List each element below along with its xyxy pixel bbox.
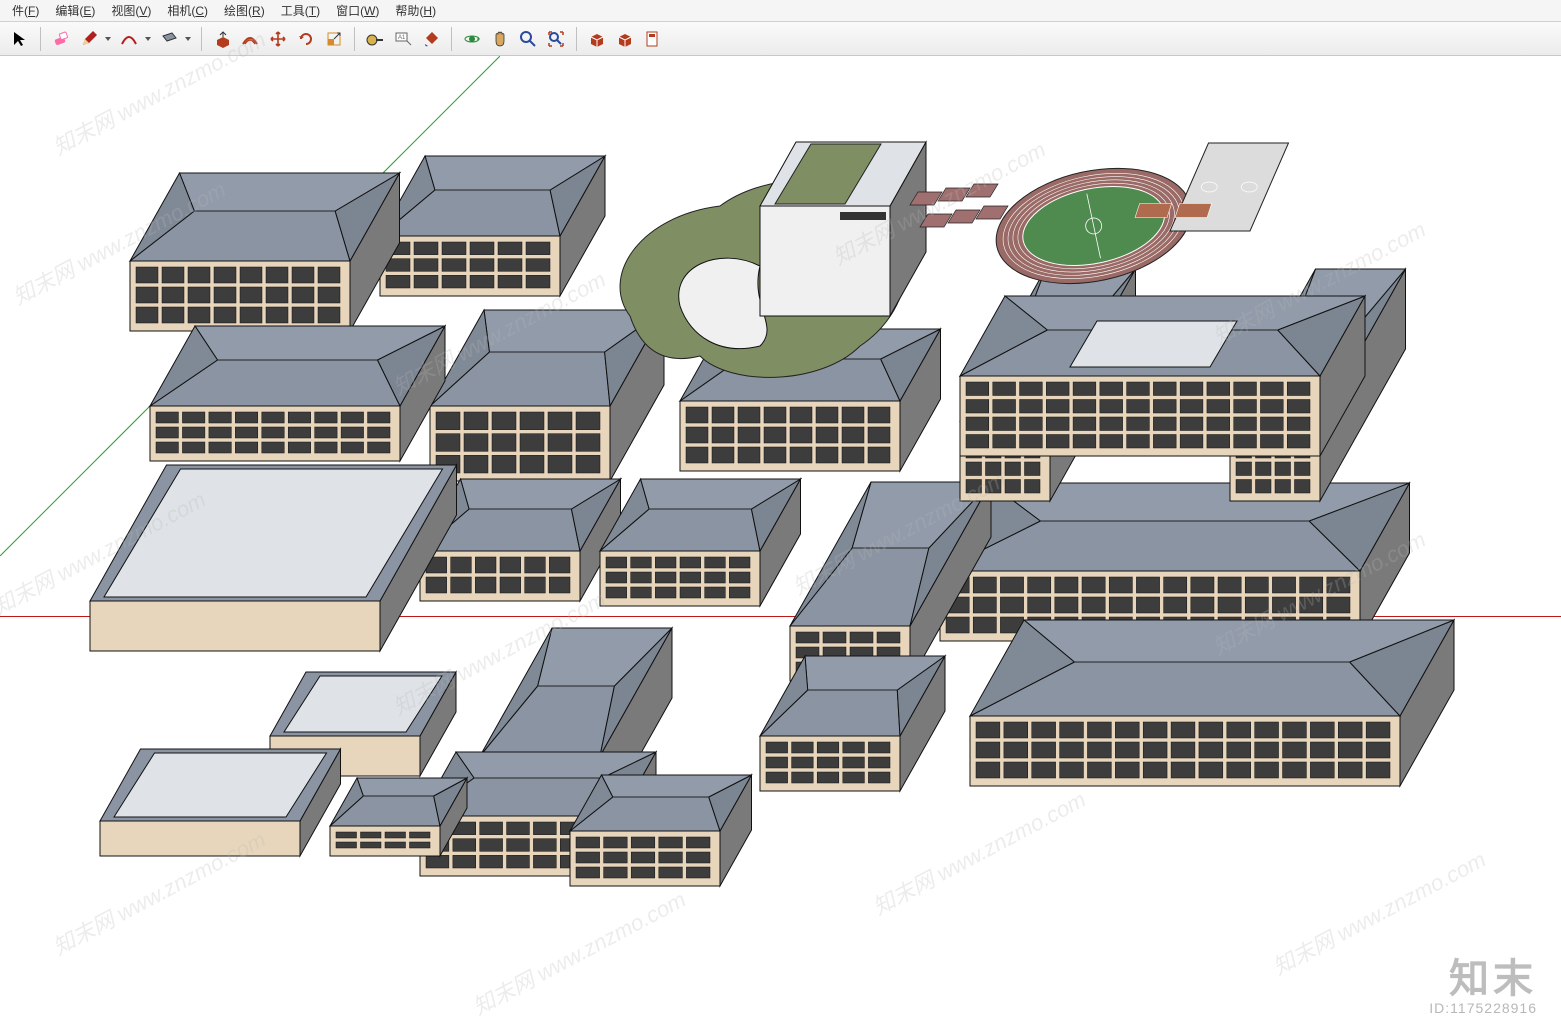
menu-w[interactable]: 窗口(W) bbox=[328, 0, 387, 21]
pushpull-tool[interactable] bbox=[210, 27, 234, 51]
tennis-court bbox=[966, 184, 998, 197]
scale-tool[interactable] bbox=[322, 27, 346, 51]
pan-tool[interactable] bbox=[488, 27, 512, 51]
zoom-extents-tool[interactable] bbox=[544, 27, 568, 51]
eraser-tool[interactable] bbox=[49, 27, 73, 51]
menu-h[interactable]: 帮助(H) bbox=[387, 0, 444, 21]
menu-bar: 件(F)编辑(E)视图(V)相机(C)绘图(R)工具(T)窗口(W)帮助(H) bbox=[0, 0, 1561, 22]
select-tool[interactable] bbox=[8, 27, 32, 51]
menu-t[interactable]: 工具(T) bbox=[273, 0, 328, 21]
rectangle-tool[interactable] bbox=[157, 27, 181, 51]
toolbar-separator bbox=[576, 27, 577, 51]
toolbar-separator bbox=[40, 27, 41, 51]
main-toolbar: A1 bbox=[0, 22, 1561, 56]
tape-tool[interactable] bbox=[363, 27, 387, 51]
move-tool[interactable] bbox=[266, 27, 290, 51]
offset-tool[interactable] bbox=[238, 27, 262, 51]
layout-tool[interactable] bbox=[641, 27, 665, 51]
menu-c[interactable]: 相机(C) bbox=[159, 0, 216, 21]
arc-tool[interactable] bbox=[117, 27, 141, 51]
menu-e[interactable]: 编辑(E) bbox=[47, 0, 103, 21]
tennis-court bbox=[938, 188, 970, 201]
scene-svg bbox=[0, 56, 1561, 1018]
watermark-id: ID:1175228916 bbox=[1429, 1000, 1537, 1016]
menu-r[interactable]: 绘图(R) bbox=[216, 0, 273, 21]
line-tool-dropdown[interactable] bbox=[103, 35, 113, 43]
text-tool[interactable]: A1 bbox=[391, 27, 415, 51]
toolbar-separator bbox=[354, 27, 355, 51]
tennis-court bbox=[976, 206, 1008, 219]
paint-tool[interactable] bbox=[419, 27, 443, 51]
menu-v[interactable]: 视图(V) bbox=[103, 0, 159, 21]
orbit-tool[interactable] bbox=[460, 27, 484, 51]
rotate-tool[interactable] bbox=[294, 27, 318, 51]
toolbar-separator bbox=[451, 27, 452, 51]
zoom-tool[interactable] bbox=[516, 27, 540, 51]
toolbar-separator bbox=[201, 27, 202, 51]
rectangle-tool-dropdown[interactable] bbox=[183, 35, 193, 43]
line-tool[interactable] bbox=[77, 27, 101, 51]
arc-tool-dropdown[interactable] bbox=[143, 35, 153, 43]
tennis-court bbox=[948, 210, 980, 223]
menu-f[interactable]: 件(F) bbox=[4, 0, 47, 21]
athletics-track bbox=[985, 152, 1202, 301]
model-viewport[interactable]: 知末网 www.znzmo.com知末网 www.znzmo.com知末网 ww… bbox=[0, 56, 1561, 1018]
watermark-logo: 知末 bbox=[1449, 946, 1537, 1004]
building-wall bbox=[330, 826, 440, 856]
svg-text:A1: A1 bbox=[398, 35, 406, 41]
roof bbox=[790, 548, 929, 626]
extensions-tool[interactable] bbox=[613, 27, 637, 51]
warehouse-tool[interactable] bbox=[585, 27, 609, 51]
